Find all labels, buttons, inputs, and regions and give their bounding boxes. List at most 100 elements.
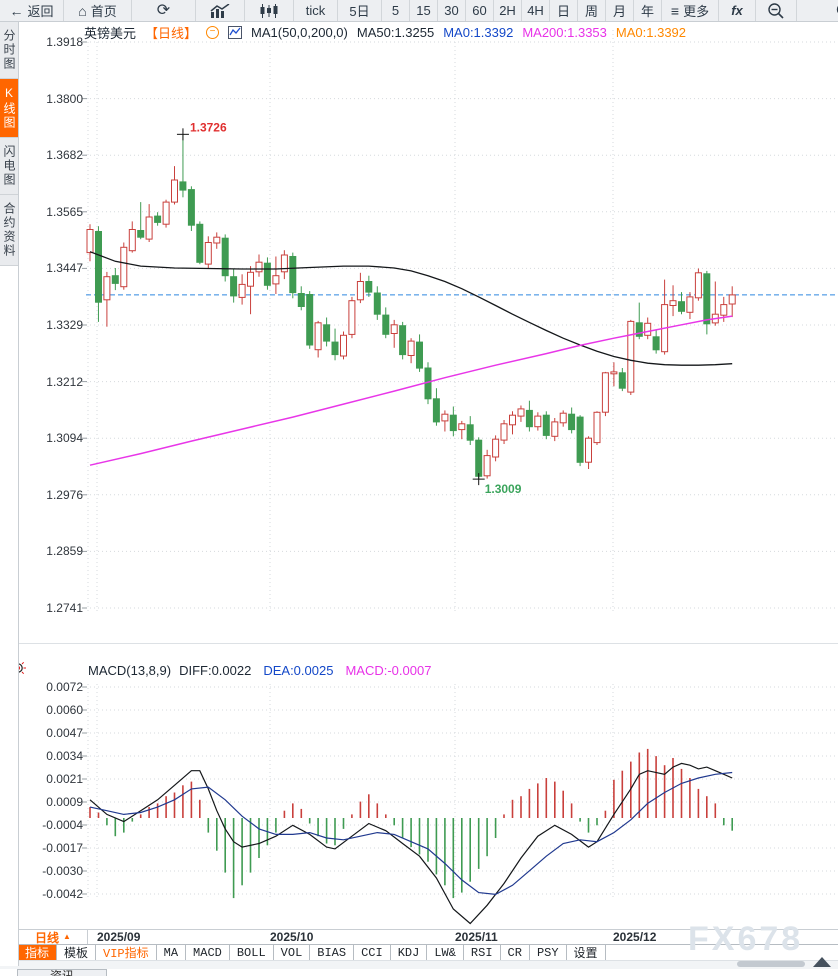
price-annotations: 1.3726 1.3009	[176, 120, 522, 496]
ma0-orange-value: MA0:1.3392	[615, 25, 687, 40]
back-icon: ←	[9, 2, 24, 19]
period-tick[interactable]: tick	[294, 0, 338, 21]
x-axis-label: 2025/10	[270, 930, 314, 944]
horizontal-scrollbar[interactable]	[0, 960, 838, 969]
tab-macd[interactable]: MACD	[186, 945, 230, 960]
top-toolbar: ← 返回 ⌂ 首页 ⟳	[0, 0, 838, 22]
zoom-out-icon	[768, 3, 784, 19]
back-button[interactable]: ← 返回	[0, 0, 64, 21]
more-button[interactable]: ≡ 更多	[662, 0, 719, 21]
tab-lw[interactable]: LW&	[427, 945, 464, 960]
line-chart-button[interactable]	[196, 0, 245, 21]
collapse-icon[interactable]: −	[206, 26, 220, 39]
ma-params-label: MA1(50,0,200,0)	[251, 25, 348, 40]
ma0-blue-value: MA0:1.3392	[443, 25, 514, 40]
chart-header: 英镑美元 【日线】 − MA1(50,0,200,0) MA50:1.3255 …	[84, 25, 687, 41]
ma50-line	[89, 251, 733, 366]
zoom-out-button[interactable]	[756, 0, 797, 21]
tab-psy[interactable]: PSY	[530, 945, 567, 960]
y-axis-label: 1.3212	[46, 374, 83, 389]
period-day[interactable]: 日	[550, 0, 578, 21]
chart-type-sidebar: 分时图 K线图 闪电图 合约资料	[0, 22, 19, 966]
sidebar-item-time-chart[interactable]: 分时图	[0, 22, 18, 79]
fx-indicator-button[interactable]: fx	[719, 0, 756, 21]
zoom-in-icon	[836, 5, 838, 14]
macd-header: MACD(13,8,9) DIFF:0.0022 DEA:0.0025 MACD…	[88, 663, 431, 678]
tab-boll[interactable]: BOLL	[230, 945, 274, 960]
y-axis-label: 0.0060	[46, 703, 83, 717]
period-5d[interactable]: 5日	[338, 0, 382, 21]
diff-line	[89, 762, 733, 925]
period-dropdown-button[interactable]: 日线 ▲	[19, 930, 88, 945]
high-annotation: 1.3726	[190, 120, 227, 134]
home-icon: ⌂	[78, 2, 87, 19]
y-axis-label: 1.3565	[46, 204, 83, 219]
tab-ma[interactable]: MA	[157, 945, 187, 960]
sidebar-item-kline-chart[interactable]: K线图	[0, 79, 18, 138]
symbol-title: 英镑美元	[84, 26, 137, 41]
tab-settings[interactable]: 设置	[567, 945, 606, 961]
period-60[interactable]: 60	[466, 0, 494, 21]
chart-type-icon[interactable]	[228, 26, 243, 39]
x-axis-label: 2025/11	[455, 930, 498, 944]
x-axis-row: 日线 ▲ 2025/09 2025/10 2025/11 2025/12	[19, 929, 838, 945]
y-axis-label: 1.3682	[46, 148, 83, 163]
y-axis-label: -0.0030	[42, 864, 83, 878]
y-axis-label: 1.2741	[46, 601, 83, 615]
candlestick-icon	[260, 3, 278, 18]
period-week[interactable]: 周	[578, 0, 606, 21]
tab-cr[interactable]: CR	[501, 945, 530, 960]
period-group: tick 5日 5 15 30 60 2H 4H 日周月年	[294, 0, 662, 21]
news-tab[interactable]: 资讯	[17, 969, 107, 976]
sidebar-item-flash-chart[interactable]: 闪电图	[0, 138, 18, 195]
period-dropdown-label: 日线	[35, 930, 60, 945]
diff-value: DIFF:0.0022	[179, 663, 252, 678]
tab-bias[interactable]: BIAS	[310, 945, 355, 960]
watermark: FX678	[688, 920, 804, 958]
home-button[interactable]: ⌂ 首页	[64, 0, 132, 21]
period-4h[interactable]: 4H	[522, 0, 550, 21]
period-2h[interactable]: 2H	[494, 0, 522, 21]
tab-templates[interactable]: 模板	[57, 945, 97, 961]
sidebar-item-contract-info[interactable]: 合约资料	[0, 195, 18, 266]
y-axis-label: 1.2859	[46, 544, 83, 559]
x-axis-label: 2025/12	[613, 930, 657, 944]
tab-vip[interactable]: VIP指标	[96, 945, 157, 961]
y-axis-label: 1.2976	[46, 487, 83, 502]
y-axis-label: -0.0017	[42, 841, 83, 855]
period-month[interactable]: 月	[606, 0, 634, 21]
candlestick-button[interactable]	[245, 0, 294, 21]
caret-up-icon: ▲	[63, 932, 71, 941]
y-axis-label: 1.3329	[46, 318, 83, 332]
period-year[interactable]: 年	[634, 0, 662, 21]
tab-cci[interactable]: CCI	[354, 945, 391, 960]
period-30[interactable]: 30	[438, 0, 466, 21]
y-axis-label: 0.0021	[46, 772, 83, 786]
tab-vol[interactable]: VOL	[274, 945, 311, 960]
tab-kdj[interactable]: KDJ	[391, 945, 428, 960]
zoom-in-button[interactable]	[797, 0, 838, 21]
tab-rsi[interactable]: RSI	[464, 945, 501, 960]
y-axis-label: 0.0047	[46, 726, 83, 740]
scrollbar-thumb[interactable]	[737, 961, 805, 967]
gridlines	[82, 30, 838, 898]
y-axis-label: -0.0004	[42, 818, 83, 832]
refresh-button[interactable]: ⟳	[132, 0, 196, 21]
y-axis-label: 1.3094	[46, 431, 83, 446]
more-label: 更多	[683, 4, 710, 19]
macd-params-label: MACD(13,8,9)	[88, 663, 172, 678]
tab-indicators[interactable]: 指标	[18, 945, 58, 961]
panel-collapse-arrow[interactable]	[813, 957, 831, 967]
macd-value: MACD:-0.0007	[345, 663, 432, 678]
period-15[interactable]: 15	[410, 0, 438, 21]
y-axis-label: 0.0034	[46, 749, 83, 763]
period-5[interactable]: 5	[382, 0, 410, 21]
y-axis-label: 1.3447	[46, 261, 83, 276]
period-tag: 【日线】	[145, 26, 198, 41]
fx-icon: fx	[731, 3, 743, 18]
dea-line	[89, 771, 733, 896]
x-axis-label: 2025/09	[97, 930, 141, 944]
candles	[86, 134, 736, 480]
